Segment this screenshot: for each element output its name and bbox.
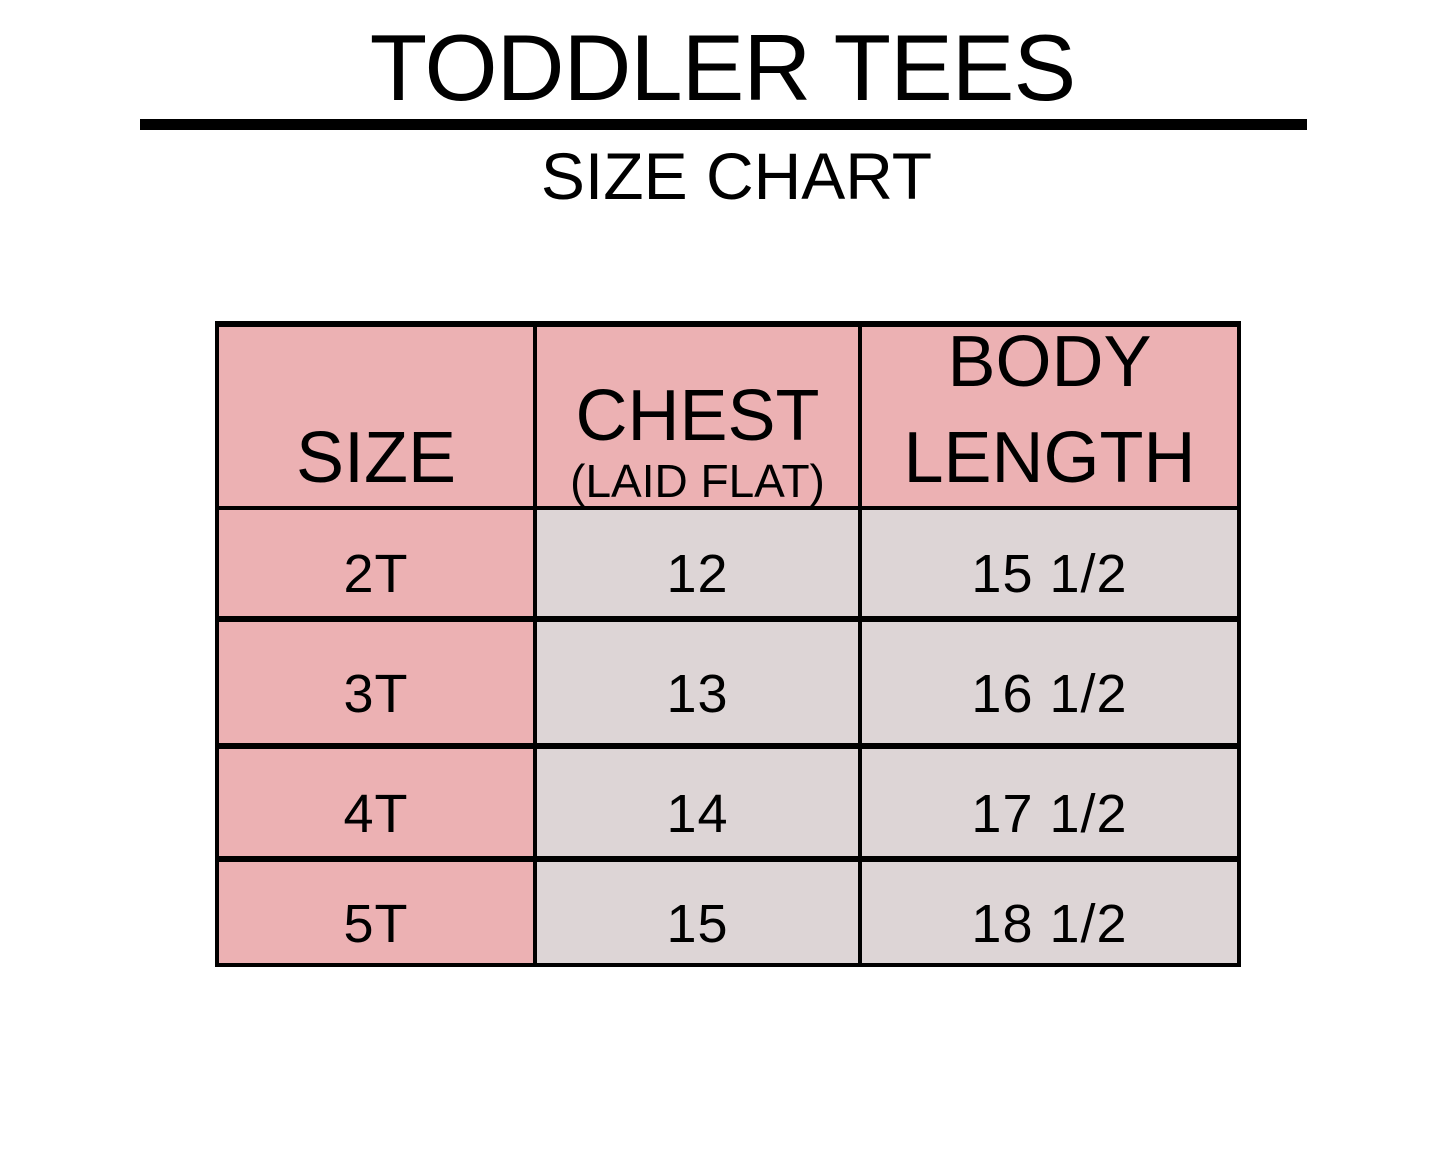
cell-chest-value: 14 <box>666 783 729 844</box>
cell-body-length-value: 16 1/2 <box>971 663 1128 724</box>
cell-body-length: 17 1/2 <box>858 745 1241 862</box>
header-body-length: BODY LENGTH <box>858 321 1241 510</box>
cell-size-value: 2T <box>343 544 409 604</box>
cell-body-length: 18 1/2 <box>858 858 1241 967</box>
page-subtitle: SIZE CHART <box>540 139 933 213</box>
cell-size: 3T <box>215 618 537 749</box>
cell-chest-value: 15 <box>666 893 729 954</box>
cell-size-value: 4T <box>343 783 409 844</box>
header-body-line2: LENGTH <box>903 418 1196 498</box>
page-title: TODDLER TEES <box>369 15 1076 120</box>
cell-chest-value: 13 <box>666 663 729 724</box>
cell-body-length-value: 17 1/2 <box>971 783 1128 844</box>
header-chest-label: CHEST <box>575 376 820 456</box>
cell-size: 5T <box>215 858 537 967</box>
cell-size-value: 5T <box>343 893 409 954</box>
cell-body-length-value: 18 1/2 <box>971 893 1128 954</box>
cell-chest: 14 <box>533 745 862 862</box>
cell-size-value: 3T <box>343 663 409 724</box>
cell-size: 2T <box>215 506 537 622</box>
header-size-label: SIZE <box>295 418 457 498</box>
header-chest: CHEST (LAID FLAT) <box>533 321 862 510</box>
cell-size: 4T <box>215 745 537 862</box>
cell-chest-value: 12 <box>666 544 729 604</box>
cell-chest: 15 <box>533 858 862 967</box>
header-chest-note: (LAID FLAT) <box>570 455 825 507</box>
cell-body-length-value: 15 1/2 <box>971 544 1128 604</box>
title-divider <box>140 119 1307 130</box>
cell-chest: 13 <box>533 618 862 749</box>
cell-body-length: 15 1/2 <box>858 506 1241 622</box>
cell-body-length: 16 1/2 <box>858 618 1241 749</box>
header-size: SIZE <box>215 321 537 510</box>
header-body-line1: BODY <box>947 322 1152 402</box>
cell-chest: 12 <box>533 506 862 622</box>
